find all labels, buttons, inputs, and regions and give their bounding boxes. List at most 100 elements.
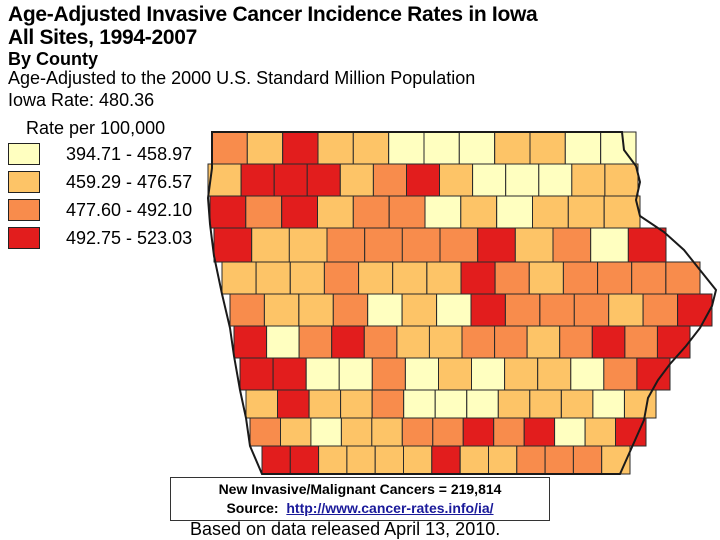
county <box>332 293 369 327</box>
map-subtitle: By County <box>8 49 98 69</box>
county <box>603 195 641 229</box>
county <box>538 163 573 197</box>
county <box>209 195 247 229</box>
county <box>494 131 531 165</box>
county <box>323 261 359 295</box>
county <box>317 131 354 165</box>
county <box>532 195 569 229</box>
county <box>317 195 354 229</box>
county <box>213 227 253 263</box>
county <box>401 293 438 327</box>
county <box>459 445 490 475</box>
iowa-county-map <box>206 131 718 475</box>
county <box>289 261 325 295</box>
county <box>494 325 528 359</box>
county <box>466 389 499 419</box>
legend-swatch <box>8 143 40 165</box>
county <box>255 261 291 295</box>
county <box>573 293 610 327</box>
county <box>505 163 540 197</box>
info-box: New Invasive/Malignant Cancers = 219,814… <box>170 477 550 521</box>
county <box>494 261 530 295</box>
county <box>308 389 342 419</box>
county <box>428 325 463 359</box>
county <box>608 293 644 327</box>
county <box>552 227 592 263</box>
legend-swatch <box>8 171 40 193</box>
county <box>363 325 398 359</box>
county <box>339 163 374 197</box>
county <box>371 417 403 447</box>
county <box>352 131 390 165</box>
county <box>567 195 605 229</box>
county <box>352 195 390 229</box>
county <box>310 417 342 447</box>
county <box>560 389 594 419</box>
legend-swatch <box>8 227 40 249</box>
county <box>493 417 525 447</box>
source-link[interactable]: http://www.cancer-rates.info/ia/ <box>286 500 494 516</box>
county <box>529 131 566 165</box>
county <box>340 389 373 419</box>
county <box>281 195 318 229</box>
county <box>251 227 290 263</box>
county <box>233 325 268 359</box>
county <box>245 389 278 419</box>
county <box>340 417 373 447</box>
county <box>346 445 376 475</box>
county <box>280 417 312 447</box>
county <box>497 389 531 419</box>
county-layer <box>207 131 713 475</box>
county <box>584 417 617 447</box>
county <box>298 293 334 327</box>
county <box>263 293 300 327</box>
county <box>642 293 679 327</box>
county <box>331 325 365 359</box>
county <box>272 357 307 391</box>
county <box>631 261 667 295</box>
county <box>261 445 291 475</box>
county <box>590 227 629 263</box>
legend-label: 477.60 - 492.10 <box>66 200 193 220</box>
county <box>298 325 333 359</box>
county <box>570 357 605 391</box>
county <box>496 195 534 229</box>
county <box>239 357 274 391</box>
county <box>374 445 404 475</box>
map-title-line1: Age-Adjusted Invasive Cancer Incidence R… <box>8 3 538 26</box>
legend-title: Rate per 100,000 <box>26 118 166 138</box>
county <box>528 261 564 295</box>
county <box>318 445 348 475</box>
county <box>624 325 658 359</box>
county <box>371 357 406 391</box>
county <box>426 261 462 295</box>
legend-label: 394.71 - 458.97 <box>66 144 193 164</box>
county <box>559 325 593 359</box>
county <box>424 195 462 229</box>
county <box>488 445 518 475</box>
county <box>273 163 308 197</box>
county <box>423 131 460 165</box>
county <box>372 163 407 197</box>
county <box>592 389 625 419</box>
county <box>462 417 495 447</box>
county <box>364 227 403 263</box>
county <box>338 357 373 391</box>
legend-swatch <box>8 199 40 221</box>
county <box>656 325 691 359</box>
county <box>439 163 474 197</box>
county <box>432 417 464 447</box>
county <box>371 389 405 419</box>
cancer-count-text: New Invasive/Malignant Cancers = 219,814 <box>218 481 502 497</box>
county <box>438 357 473 391</box>
county <box>665 261 701 295</box>
county <box>367 293 403 327</box>
county <box>406 163 441 197</box>
state-outline <box>206 131 718 475</box>
county <box>615 417 647 447</box>
county <box>603 357 638 391</box>
county <box>436 293 472 327</box>
county <box>401 227 441 263</box>
source-line: Source: http://www.cancer-rates.info/ia/ <box>171 499 549 518</box>
county <box>539 293 575 327</box>
